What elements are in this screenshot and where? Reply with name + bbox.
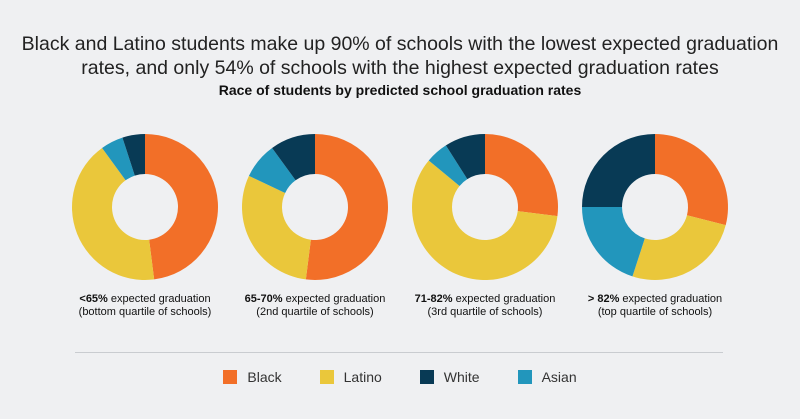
label-bold: 65-70% <box>244 293 283 305</box>
legend-item-latino: Latino <box>319 369 382 385</box>
donut-3-slice-black <box>485 134 558 217</box>
label-line2: (2nd quartile of schools) <box>256 306 374 318</box>
divider <box>75 352 723 353</box>
donut-3-slice-latino <box>411 160 558 281</box>
donut-2-slice-latino <box>242 175 311 280</box>
label-bold: <65% <box>79 293 108 305</box>
legend-label: White <box>443 369 480 385</box>
donut-charts <box>71 134 728 281</box>
donut-3-slice-white <box>445 134 485 180</box>
chart-title: Black and Latino students make up 90% of… <box>0 32 800 80</box>
label-bold: > 82% <box>587 293 620 305</box>
legend: Black Latino White Asian <box>0 369 800 385</box>
legend-item-black: Black <box>223 369 282 385</box>
legend-label: Latino <box>343 369 382 385</box>
donut-1-slice-black <box>145 134 219 280</box>
legend-label: Black <box>247 369 282 385</box>
label-line2: (top quartile of schools) <box>597 306 713 318</box>
donut-4-slice-white <box>582 134 655 207</box>
donut-1-slice-latino <box>71 147 155 280</box>
label-rest: expected graduation <box>107 293 211 305</box>
title-line-2: rates, and only 54% of schools with the … <box>81 57 719 79</box>
donut-2-slice-black <box>305 134 389 280</box>
donut-2-slice-asian <box>248 147 296 193</box>
label-rest: expected graduation <box>619 293 723 305</box>
title-line-1: Black and Latino students make up 90% of… <box>21 33 779 55</box>
donut-4-slice-black <box>655 134 728 226</box>
label-bold: 71-82% <box>414 293 453 305</box>
label-line2: (3rd quartile of schools) <box>427 306 543 318</box>
legend-item-white: White <box>419 369 480 385</box>
donut-1-slice-asian <box>102 137 135 181</box>
donut-4-slice-latino <box>632 215 726 280</box>
label-rest: expected graduation <box>282 293 386 305</box>
chart-subtitle: Race of students by predicted school gra… <box>218 82 582 98</box>
legend-swatch <box>419 370 434 384</box>
donut-3-slice-asian <box>428 145 468 186</box>
label-line2: (bottom quartile of schools) <box>78 306 212 318</box>
legend-item-asian: Asian <box>517 369 577 385</box>
legend-swatch <box>223 370 238 384</box>
donut-label-3: 71-82% expected graduation (3rd quartile … <box>400 293 570 319</box>
donut-1-slice-white <box>122 134 145 176</box>
legend-swatch <box>319 370 334 384</box>
legend-swatch <box>517 370 532 384</box>
legend-label: Asian <box>541 369 577 385</box>
label-rest: expected graduation <box>452 293 556 305</box>
donut-2-slice-white <box>272 134 315 181</box>
donut-4-slice-asian <box>582 207 645 277</box>
donut-label-1: <65% expected graduation (bottom quartile… <box>60 293 230 319</box>
donut-label-2: 65-70% expected graduation (2nd quartile … <box>230 293 400 319</box>
donut-label-4: > 82% expected graduation (top quartile o… <box>570 293 740 319</box>
